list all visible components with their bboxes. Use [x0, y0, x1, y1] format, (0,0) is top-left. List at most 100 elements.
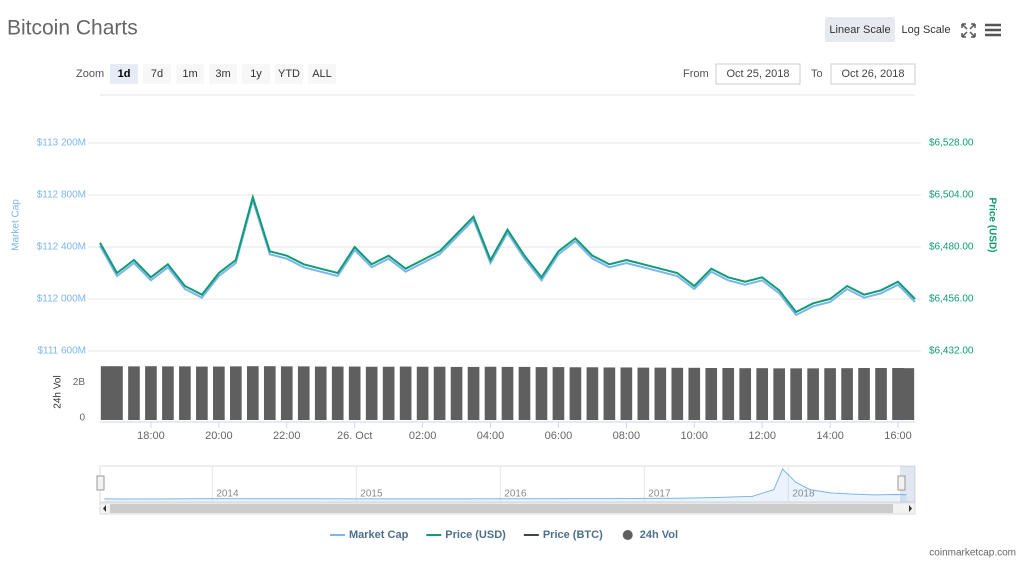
- volume-bar: [671, 367, 684, 420]
- zoom-button[interactable]: 1y: [250, 68, 262, 80]
- credit: coinmarketcap.com: [929, 548, 1016, 559]
- volume-bar: [654, 367, 667, 420]
- volume-bar: [739, 368, 752, 420]
- zoom-button-bg[interactable]: [242, 64, 270, 84]
- from-input[interactable]: [715, 63, 801, 85]
- volume-bar: [620, 367, 633, 420]
- x-tick-label: 18:00: [137, 430, 165, 442]
- volume-bar: [450, 366, 463, 420]
- volume-bar: [365, 366, 378, 420]
- menu-icon[interactable]: [985, 23, 1001, 37]
- x-tick-label: 22:00: [273, 430, 301, 442]
- x-tick-label: 12:00: [748, 430, 776, 442]
- y2-tick-label: $6,480.00: [929, 242, 974, 253]
- fullscreen-icon[interactable]: [961, 23, 976, 38]
- zoom-button-bg[interactable]: [143, 64, 171, 84]
- zoom-button[interactable]: 7d: [151, 68, 163, 80]
- volume-bar: [230, 366, 242, 420]
- to-label: To: [811, 68, 823, 80]
- vol-tick-label: 0: [79, 413, 85, 424]
- zoom-button-bg[interactable]: [308, 64, 336, 84]
- volume-bar: [705, 367, 718, 420]
- volume-bar: [722, 367, 735, 420]
- volume-bar: [637, 367, 650, 420]
- y2-tick-label: $6,504.00: [929, 190, 974, 201]
- y2-axis-title: Price (USD): [986, 197, 997, 252]
- y-tick-label: $112 400M: [37, 242, 86, 253]
- legend-item[interactable]: 24h Vol: [640, 529, 678, 541]
- scale-button[interactable]: Linear Scale: [829, 24, 890, 36]
- volume-bar: [280, 366, 293, 420]
- y2-tick-label: $6,456.00: [929, 294, 974, 305]
- scale-button[interactable]: Log Scale: [902, 24, 951, 36]
- vol-axis-title: 24h Vol: [53, 375, 64, 408]
- zoom-button[interactable]: 1m: [182, 68, 197, 80]
- x-tick-label: 04:00: [477, 430, 505, 442]
- volume-bar: [382, 366, 395, 420]
- page-title: Bitcoin Charts: [7, 17, 138, 40]
- from-label: From: [683, 68, 709, 80]
- volume-bar: [416, 366, 429, 420]
- zoom-button-bg[interactable]: [209, 64, 237, 84]
- volume-bar: [297, 366, 310, 420]
- zoom-button-bg[interactable]: [176, 64, 204, 84]
- x-tick-label: 02:00: [409, 430, 437, 442]
- zoom-button-bg[interactable]: [110, 64, 138, 84]
- volume-bar: [773, 368, 785, 420]
- volume-bar: [128, 366, 140, 420]
- zoom-button[interactable]: 1d: [118, 68, 131, 80]
- legend-marker[interactable]: [622, 530, 633, 540]
- y-axis-title: Market Cap: [11, 199, 22, 251]
- volume-bar: [807, 368, 819, 420]
- x-tick-label: 08:00: [613, 430, 641, 442]
- volume-bar: [892, 367, 904, 420]
- volume-bar: [111, 366, 123, 420]
- volume-bar: [399, 366, 412, 420]
- scale-button-bg[interactable]: [825, 17, 895, 42]
- y-tick-label: $111 600M: [37, 346, 86, 357]
- volume-bar: [145, 366, 157, 420]
- y-tick-label: $112 000M: [37, 294, 86, 305]
- x-tick-label: 10:00: [681, 430, 709, 442]
- x-tick-label: 16:00: [884, 430, 912, 442]
- legend-item[interactable]: Price (USD): [445, 529, 506, 541]
- volume-bar: [756, 368, 769, 420]
- navigator-mask: [900, 466, 915, 502]
- volume-bar: [688, 367, 701, 420]
- navigator-handle[interactable]: [96, 475, 105, 491]
- volume-bar: [518, 366, 531, 420]
- volume-bar: [348, 366, 361, 420]
- x-tick-label: 26. Oct: [337, 430, 372, 442]
- zoom-button[interactable]: ALL: [312, 68, 332, 80]
- scrollbar-thumb[interactable]: [110, 504, 893, 513]
- from-date[interactable]: Oct 25, 2018: [727, 68, 790, 80]
- navigator-fill: [104, 469, 907, 502]
- navigator-handle[interactable]: [897, 475, 906, 491]
- zoom-button[interactable]: 3m: [215, 68, 230, 80]
- navigator-line: [104, 468, 907, 500]
- zoom-button[interactable]: YTD: [278, 68, 300, 80]
- legend-item[interactable]: Market Cap: [349, 529, 409, 541]
- volume-bar: [433, 366, 446, 420]
- zoom-button-bg[interactable]: [275, 64, 303, 84]
- volume-bar: [331, 366, 344, 420]
- to-input[interactable]: [830, 63, 916, 85]
- legend-item[interactable]: Price (BTC): [543, 529, 603, 541]
- x-tick-label: 14:00: [816, 430, 844, 442]
- volume-bar: [841, 368, 853, 420]
- y-tick-label: $113 200M: [37, 138, 86, 149]
- navigator-tick-label: 2017: [648, 489, 671, 500]
- to-date[interactable]: Oct 26, 2018: [842, 68, 905, 80]
- volume-bar: [535, 367, 548, 420]
- volume-bar: [902, 368, 915, 420]
- volume-bar: [213, 366, 225, 420]
- volume-bar: [603, 367, 616, 420]
- volume-bar: [196, 366, 208, 420]
- volume-bar: [484, 366, 497, 420]
- x-tick-label: 20:00: [205, 430, 233, 442]
- navigator-tick-label: 2015: [360, 489, 383, 500]
- volume-bar: [790, 368, 802, 420]
- series-line: [99, 193, 916, 314]
- vol-tick-label: 2B: [73, 377, 86, 388]
